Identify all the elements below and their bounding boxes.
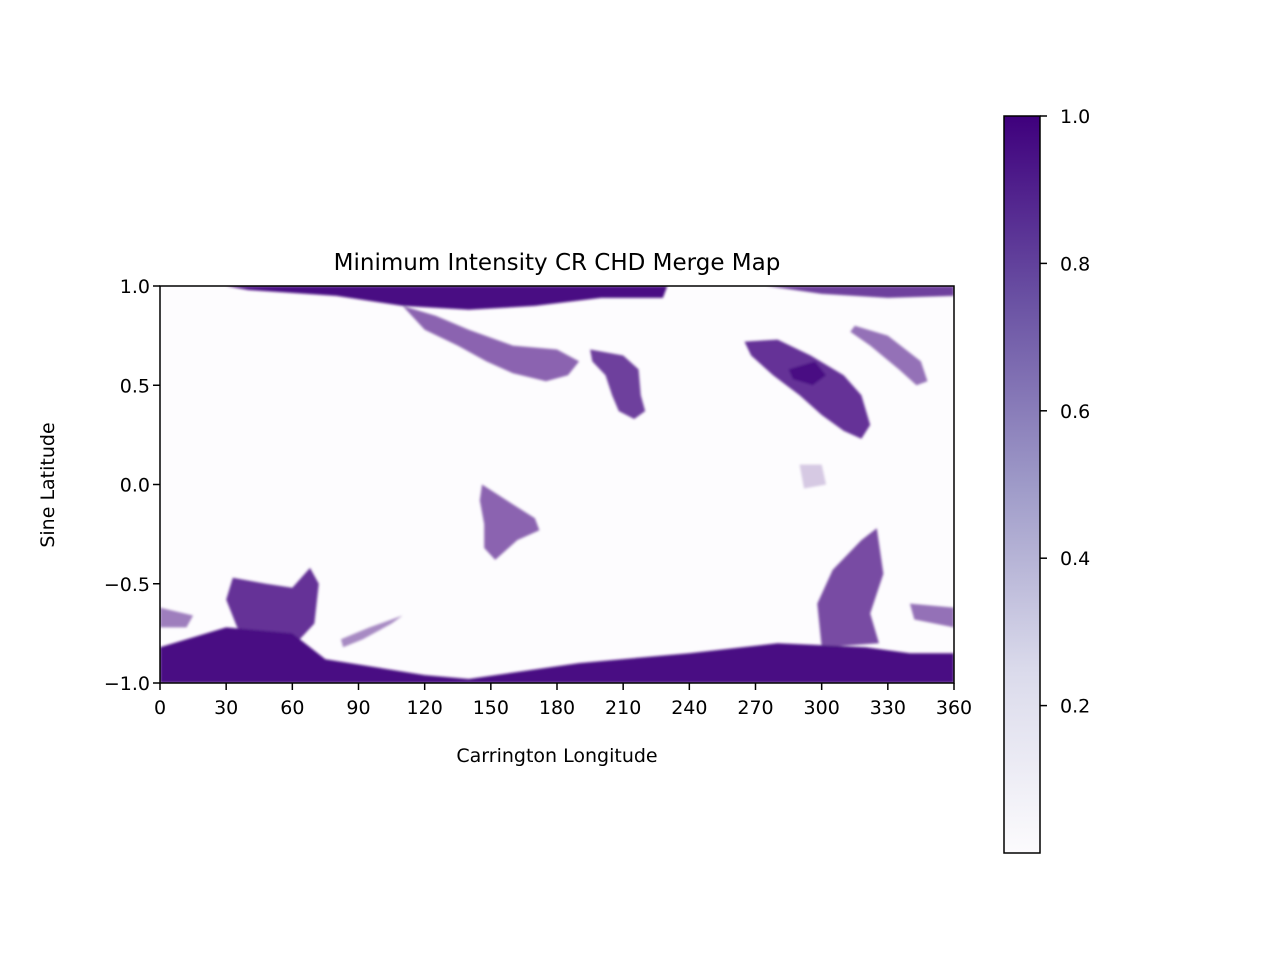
region-south-west-edge <box>160 607 194 628</box>
y-tick-label: −0.5 <box>104 574 150 596</box>
region-north-streak-330 <box>850 325 928 386</box>
x-tick-label: 300 <box>804 697 840 719</box>
x-tick-label: 180 <box>539 697 575 719</box>
region-south-streak-100 <box>340 615 403 648</box>
x-tick-label: 90 <box>346 697 370 719</box>
y-tick-label: 1.0 <box>120 276 150 298</box>
region-south-hole-45 <box>226 567 319 648</box>
x-tick-label: 60 <box>280 697 304 719</box>
x-tick-label: 210 <box>605 697 641 719</box>
region-south-east-edge <box>909 603 954 628</box>
colorbar-tick-label: 0.2 <box>1060 696 1090 718</box>
region-northern-tendril <box>402 305 580 382</box>
region-south-hole-310 <box>817 528 884 648</box>
colorbar-tick-label: 0.4 <box>1060 548 1090 570</box>
x-axis-label: Carrington Longitude <box>456 745 657 767</box>
region-north-polar-band <box>226 286 668 310</box>
x-tick-label: 0 <box>154 697 166 719</box>
region-equatorial-hole <box>479 484 540 560</box>
x-tick-label: 360 <box>936 697 972 719</box>
colorbar-tick-label: 0.8 <box>1060 253 1090 275</box>
y-axis-ticks: 1.0 0.5 0.0 −0.5 −1.0 <box>104 276 160 695</box>
y-tick-label: 0.0 <box>120 475 150 497</box>
region-north-hole-300 <box>744 339 871 439</box>
colorbar <box>1003 115 1041 854</box>
colorbar-tick-label: 0.6 <box>1060 401 1090 423</box>
region-north-hole-300-core <box>788 361 827 386</box>
x-tick-label: 330 <box>870 697 906 719</box>
x-tick-label: 240 <box>671 697 707 719</box>
x-axis-ticks: 0 30 60 90 120 150 180 210 240 270 300 330 360 <box>154 683 972 719</box>
x-tick-label: 270 <box>737 697 773 719</box>
colorbar-tick-label: 1.0 <box>1060 106 1090 128</box>
region-south-polar-band <box>160 627 954 683</box>
x-tick-label: 30 <box>214 697 238 719</box>
y-axis-label: Sine Latitude <box>37 422 59 547</box>
region-north-polar-band-east <box>766 286 954 298</box>
x-tick-label: 150 <box>473 697 509 719</box>
chart-title: Minimum Intensity CR CHD Merge Map <box>334 250 781 276</box>
region-equatorial-patch-295 <box>799 464 827 489</box>
x-tick-label: 120 <box>407 697 443 719</box>
heatmap-regions <box>160 286 954 683</box>
y-tick-label: −1.0 <box>104 673 150 695</box>
colorbar-ticks: 1.0 0.8 0.6 0.4 0.2 <box>1040 106 1090 718</box>
y-tick-label: 0.5 <box>120 375 150 397</box>
region-north-hole-210 <box>590 349 646 419</box>
